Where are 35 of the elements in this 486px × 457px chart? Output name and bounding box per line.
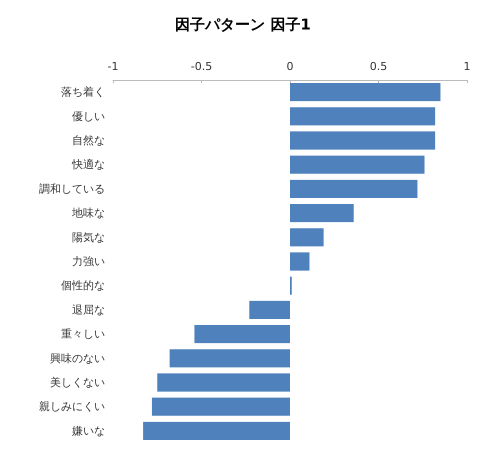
chart-title: 因子パターン 因子1 bbox=[175, 16, 311, 34]
y-tick-label: 退屈な bbox=[72, 303, 105, 316]
bar bbox=[170, 349, 290, 368]
y-tick-label: 親しみにくい bbox=[39, 400, 105, 414]
bar bbox=[290, 156, 425, 174]
bar bbox=[194, 325, 290, 344]
y-tick-label: 嫌いな bbox=[72, 424, 105, 438]
bar bbox=[290, 107, 436, 126]
y-tick-label: 優しい bbox=[72, 110, 105, 123]
bar bbox=[290, 228, 324, 246]
y-tick-label: 快適な bbox=[71, 158, 105, 172]
bar bbox=[143, 422, 290, 440]
bar bbox=[290, 204, 354, 222]
bar bbox=[249, 300, 290, 319]
y-tick-label: 個性的な bbox=[61, 279, 105, 292]
y-tick-label: 重々しい bbox=[61, 328, 105, 341]
bar bbox=[152, 398, 290, 416]
x-tick-label: 1 bbox=[464, 60, 470, 73]
y-tick-label: 力強い bbox=[72, 255, 105, 268]
y-tick-label: 興味のない bbox=[50, 352, 105, 365]
y-tick-label: 美しくない bbox=[50, 376, 105, 389]
x-tick-label: -0.5 bbox=[190, 60, 212, 73]
x-tick-label: -1 bbox=[108, 60, 118, 73]
bar bbox=[290, 83, 440, 102]
y-tick-label: 落ち着く bbox=[61, 86, 105, 99]
y-tick-label: 陽気な bbox=[72, 230, 105, 244]
y-tick-label: 地味な bbox=[71, 206, 105, 220]
y-tick-label: 調和している bbox=[39, 182, 105, 196]
x-tick-label: 0.5 bbox=[370, 60, 388, 73]
bar bbox=[290, 252, 310, 271]
bar bbox=[157, 373, 290, 392]
bar bbox=[290, 180, 418, 198]
bar bbox=[290, 131, 436, 150]
y-tick-label: 自然な bbox=[72, 134, 105, 147]
x-tick-label: 0 bbox=[286, 60, 294, 73]
